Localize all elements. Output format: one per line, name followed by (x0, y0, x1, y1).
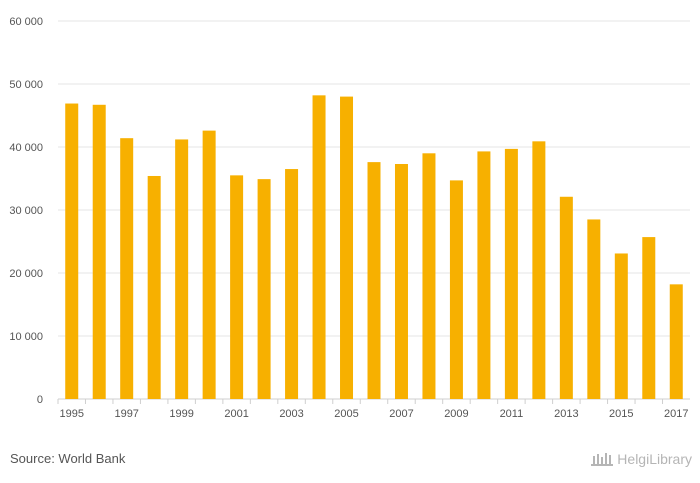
x-tick-label: 2009 (444, 408, 468, 420)
bar-2016 (642, 237, 656, 399)
bar-1997 (120, 138, 134, 399)
brand-name: HelgiLibrary (617, 451, 692, 467)
source-note: Source: World Bank (10, 451, 126, 466)
bar-2012 (532, 141, 546, 399)
bar-1999 (175, 139, 189, 399)
bar-2010 (477, 151, 491, 399)
y-tick-label: 40 000 (9, 142, 43, 154)
bar-1998 (147, 175, 161, 399)
bar-chart: 0 10 000 20 000 30 000 40 000 50 000 60 000 19… (9, 16, 690, 420)
x-tick-label: 1999 (169, 408, 193, 420)
x-tick-label: 1997 (114, 408, 138, 420)
x-tick-label: 2007 (389, 408, 413, 420)
x-axis-ticks: 1995 1997 1999 2001 2003 2005 2007 2009 2011 2013… (57, 399, 689, 420)
y-tick-label: 20 000 (9, 268, 43, 280)
bar-2003 (285, 169, 299, 399)
bar-2009 (449, 180, 463, 399)
bar-2007 (394, 164, 408, 399)
x-tick-label: 2013 (554, 408, 578, 420)
y-tick-label: 50 000 (9, 79, 43, 91)
bar-2017 (669, 284, 683, 399)
y-tick-label: 60 000 (9, 16, 43, 28)
bar-2006 (367, 162, 381, 399)
bar-2001 (230, 175, 244, 399)
bar-1995 (65, 103, 79, 399)
x-tick-label: 2005 (334, 408, 358, 420)
x-tick-label: 2011 (500, 408, 524, 420)
y-tick-label: 10 000 (9, 331, 43, 343)
x-tick-label: 2015 (609, 408, 633, 420)
x-tick-label: 2017 (664, 408, 688, 420)
bar-2011 (504, 148, 518, 399)
bar-2005 (340, 96, 354, 399)
x-tick-label: 1995 (59, 408, 83, 420)
bar-2013 (559, 196, 573, 399)
y-tick-label: 30 000 (9, 205, 43, 217)
bar-2000 (202, 130, 216, 399)
x-tick-label: 2001 (224, 408, 248, 420)
y-tick-label: 0 (37, 394, 43, 406)
bar-2004 (312, 95, 326, 399)
y-axis-ticks: 0 10 000 20 000 30 000 40 000 50 000 60 000 (9, 16, 43, 406)
bar-2014 (587, 219, 601, 399)
bar-2008 (422, 153, 436, 399)
bar-2002 (257, 179, 271, 399)
bar-2015 (614, 253, 628, 399)
x-tick-label: 2003 (279, 408, 303, 420)
library-icon (591, 453, 614, 466)
bar-1996 (92, 104, 106, 399)
brand-logo: HelgiLibrary (591, 451, 692, 467)
bars (65, 95, 683, 399)
